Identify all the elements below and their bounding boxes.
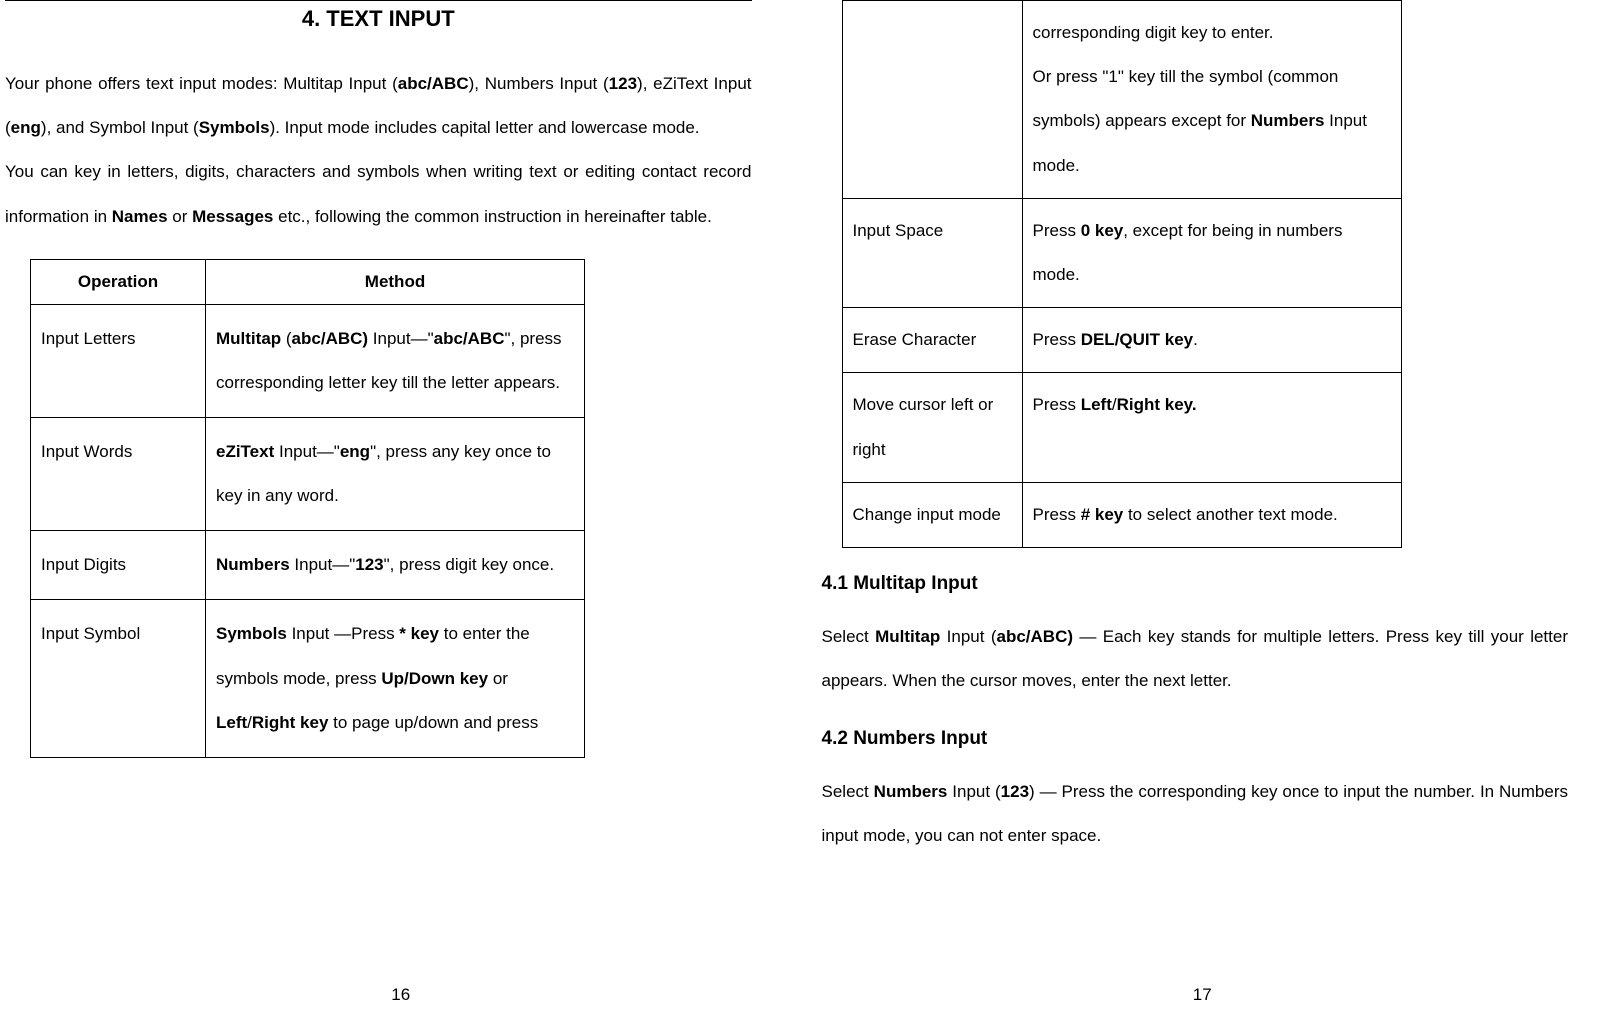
- page-right: corresponding digit key to enter. Or pre…: [802, 0, 1603, 1015]
- text: ), and Symbol Input (: [41, 118, 199, 137]
- bold: 0 key: [1081, 221, 1124, 240]
- bold: 123: [1001, 782, 1029, 801]
- table-row: Input Digits Numbers Input—"123", press …: [31, 531, 585, 600]
- divider: [5, 0, 752, 1]
- table-cell: Symbols Input —Press * key to enter the …: [206, 600, 585, 758]
- table-header: Operation: [31, 259, 206, 304]
- table-cell: eZiText Input—"eng", press any key once …: [206, 417, 585, 530]
- bold: Symbols: [199, 118, 270, 137]
- text: Your phone offers text input modes: Mult…: [5, 74, 398, 93]
- bold: Up/Down key: [381, 669, 488, 688]
- text: to page up/down and press: [328, 713, 538, 732]
- table-cell: Input Space: [842, 198, 1022, 307]
- table-cell: Input Words: [31, 417, 206, 530]
- text: Press: [1033, 221, 1081, 240]
- text: Input (: [947, 782, 1000, 801]
- bold: DEL/QUIT key: [1081, 330, 1193, 349]
- table-cell: Press # key to select another text mode.: [1022, 482, 1401, 547]
- subsection-body: Select Multitap Input (abc/ABC) — Each k…: [822, 615, 1569, 703]
- bold: Multitap: [875, 627, 940, 646]
- bold: Numbers: [874, 782, 948, 801]
- table-cell: Input Letters: [31, 304, 206, 417]
- bold: Multitap: [216, 329, 281, 348]
- table-cell: Input Digits: [31, 531, 206, 600]
- bold: abc/ABC: [398, 74, 469, 93]
- bold: Names: [112, 207, 168, 226]
- bold: eZiText: [216, 442, 274, 461]
- bold: Symbols: [216, 624, 287, 643]
- table-cell: Move cursor left or right: [842, 373, 1022, 482]
- bold: Left: [216, 713, 247, 732]
- text: Press: [1033, 330, 1081, 349]
- bold: eng: [340, 442, 370, 461]
- table-cell: Input Symbol: [31, 600, 206, 758]
- bold: * key: [399, 624, 439, 643]
- page-number: 16: [0, 985, 802, 1005]
- text: etc., following the common instruction i…: [273, 207, 711, 226]
- page-left: 4. TEXT INPUT Your phone offers text inp…: [0, 0, 802, 1015]
- bold: 123: [355, 555, 383, 574]
- text: Input—": [368, 329, 434, 348]
- text: Input (: [940, 627, 996, 646]
- table-cell: Multitap (abc/ABC) Input—"abc/ABC", pres…: [206, 304, 585, 417]
- table-row: Move cursor left or right Press Left/Rig…: [842, 373, 1401, 482]
- table-cell: Press Left/Right key.: [1022, 373, 1401, 482]
- text: Input—": [274, 442, 340, 461]
- text: corresponding digit key to enter.: [1033, 23, 1274, 42]
- table-cell: Change input mode: [842, 482, 1022, 547]
- bold: abc/ABC: [434, 329, 505, 348]
- bold: Left: [1081, 395, 1112, 414]
- bold: abc/ABC): [997, 627, 1074, 646]
- table-cell: Erase Character: [842, 308, 1022, 373]
- bold: abc/ABC): [292, 329, 369, 348]
- text: Input—": [290, 555, 356, 574]
- text: Select: [822, 627, 876, 646]
- operation-table-right: corresponding digit key to enter. Or pre…: [842, 0, 1402, 548]
- bold: Numbers: [1251, 111, 1325, 130]
- table-header: Method: [206, 259, 585, 304]
- text: or: [488, 669, 508, 688]
- text: ), Numbers Input (: [469, 74, 609, 93]
- bold: eng: [11, 118, 41, 137]
- operation-table-left: Operation Method Input Letters Multitap …: [30, 259, 585, 758]
- text: Press: [1033, 505, 1081, 524]
- text: ", press digit key once.: [384, 555, 554, 574]
- table-row: Input Letters Multitap (abc/ABC) Input—"…: [31, 304, 585, 417]
- table-header-row: Operation Method: [31, 259, 585, 304]
- text: Press: [1033, 395, 1081, 414]
- table-row: Input Space Press 0 key, except for bein…: [842, 198, 1401, 307]
- bold: # key: [1081, 505, 1124, 524]
- text: Select: [822, 782, 874, 801]
- section-title: 4. TEXT INPUT: [5, 6, 752, 32]
- table-cell: corresponding digit key to enter. Or pre…: [1022, 1, 1401, 199]
- table-row: Input Words eZiText Input—"eng", press a…: [31, 417, 585, 530]
- bold: Right key.: [1117, 395, 1197, 414]
- subsection-title: 4.1 Multitap Input: [822, 573, 1569, 595]
- page-number: 17: [802, 985, 1603, 1005]
- table-cell: Press 0 key, except for being in numbers…: [1022, 198, 1401, 307]
- text: ). Input mode includes capital letter an…: [270, 118, 700, 137]
- subsection-title: 4.2 Numbers Input: [822, 728, 1569, 750]
- text: .: [1193, 330, 1198, 349]
- bold: Messages: [192, 207, 273, 226]
- intro-paragraph-1: Your phone offers text input modes: Mult…: [5, 62, 752, 150]
- table-cell: [842, 1, 1022, 199]
- intro-paragraph-2: You can key in letters, digits, characte…: [5, 150, 752, 238]
- subsection-body: Select Numbers Input (123) — Press the c…: [822, 770, 1569, 858]
- bold: 123: [609, 74, 637, 93]
- table-row: Input Symbol Symbols Input —Press * key …: [31, 600, 585, 758]
- bold: Numbers: [216, 555, 290, 574]
- text: Input —Press: [287, 624, 399, 643]
- bold: Right key: [252, 713, 329, 732]
- text: to select another text mode.: [1123, 505, 1338, 524]
- text: (: [281, 329, 291, 348]
- table-row: Change input mode Press # key to select …: [842, 482, 1401, 547]
- table-row: corresponding digit key to enter. Or pre…: [842, 1, 1401, 199]
- table-cell: Numbers Input—"123", press digit key onc…: [206, 531, 585, 600]
- text: or: [168, 207, 193, 226]
- table-row: Erase Character Press DEL/QUIT key.: [842, 308, 1401, 373]
- table-cell: Press DEL/QUIT key.: [1022, 308, 1401, 373]
